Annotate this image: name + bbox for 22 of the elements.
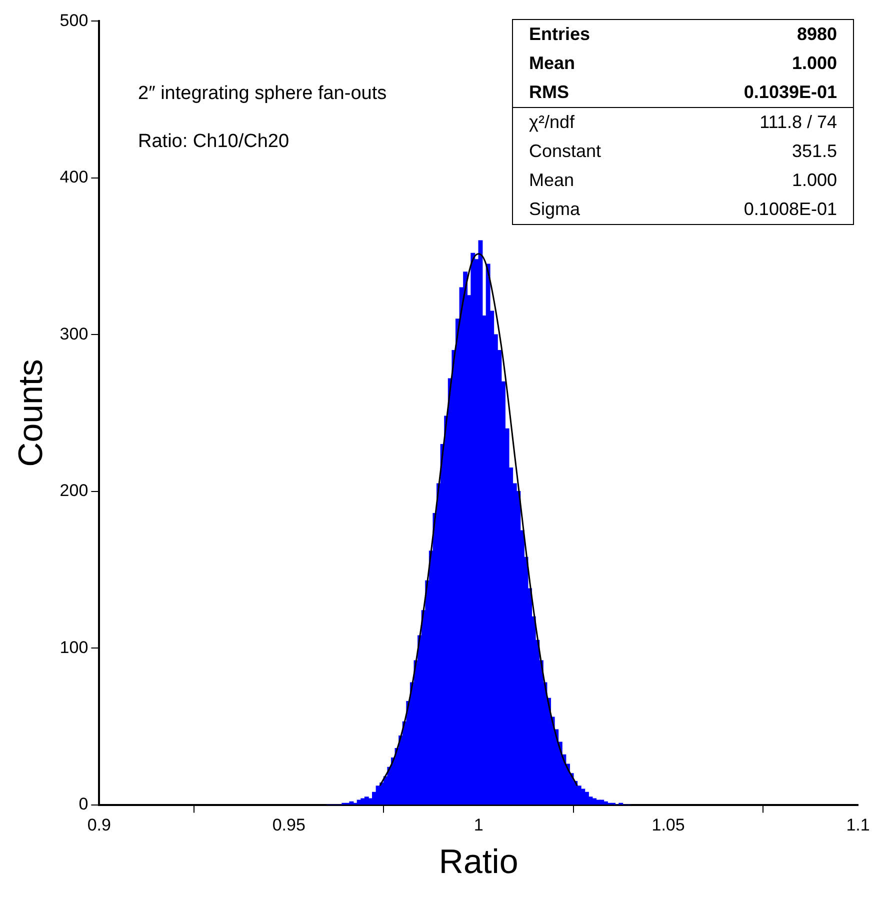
text: Entries 8980 [529, 24, 837, 44]
annotation: 2″ integrating sphere fan-outs [138, 82, 387, 106]
annotation: Ratio: Ch10/Ch20 [138, 130, 290, 154]
y-tick-label: 100 [60, 638, 88, 657]
text: Sigma 0.1008E-01 [529, 199, 837, 219]
x-tick-label: 0.95 [272, 816, 306, 835]
text: χ²/ndf 111.8 / 74 [529, 112, 837, 132]
x-axis-title: Ratio [438, 842, 518, 881]
text: Constant 351.5 [529, 141, 837, 161]
y-axis-title: Counts [12, 359, 50, 467]
y-tick-label: 0 [78, 794, 88, 814]
text: Mean 1.000 [529, 53, 837, 73]
x-tick-label: 1 [474, 816, 484, 835]
x-tick-label: 0.9 [87, 816, 111, 835]
y-tick-label: 300 [60, 324, 88, 344]
text: RMS 0.1039E-01 [529, 82, 837, 102]
y-tick-label: 200 [60, 481, 88, 500]
x-tick-label: 1.1 [846, 816, 870, 835]
y-tick-label: 500 [60, 10, 88, 30]
y-tick-label: 400 [60, 168, 88, 187]
text: Mean 1.000 [529, 170, 837, 190]
x-tick-label: 1.05 [652, 816, 685, 835]
